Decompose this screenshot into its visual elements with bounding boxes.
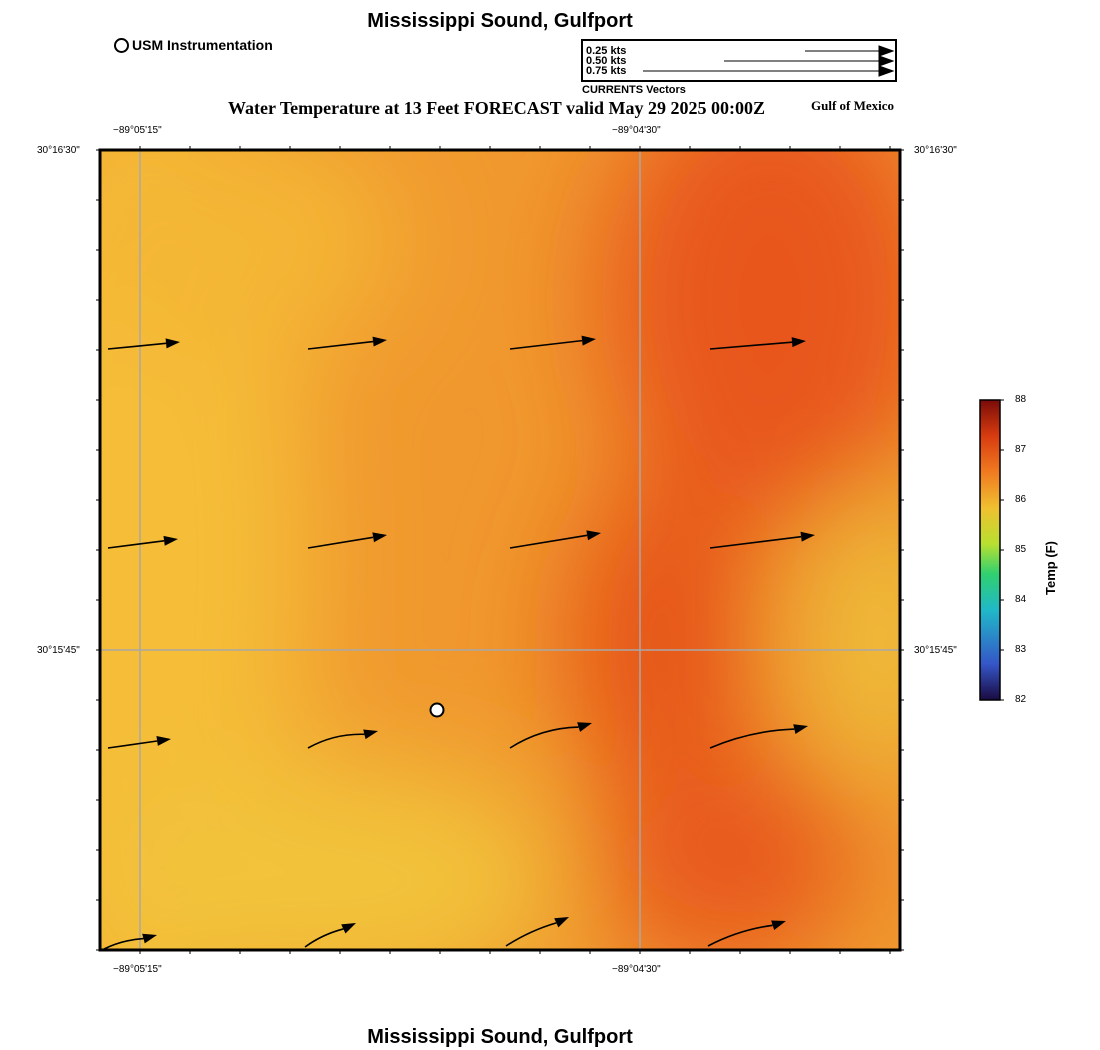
current-vector-shaft-6 (307, 536, 374, 549)
current-vector-shaft-14 (304, 928, 344, 948)
current-vector-head-4 (791, 337, 806, 348)
current-vector-head-6 (372, 532, 387, 543)
map-grid (100, 150, 900, 950)
x-tick-top-2: −89°04'30" (612, 125, 661, 136)
vector-scale-box: 0.25 kts 0.50 kts 0.75 kts (581, 39, 897, 82)
usm-station-icon[interactable] (429, 702, 445, 718)
current-vector-shaft-10 (307, 733, 365, 749)
current-vector-shaft-15 (505, 922, 557, 947)
map-ticks (96, 146, 904, 954)
vector-scale-arrowhead-3 (878, 65, 895, 77)
y-tick-right-2: 30°15'45" (914, 645, 957, 656)
vector-scale-label-3: 0.75 kts (586, 65, 627, 77)
current-vector-shaft-13 (103, 937, 144, 950)
current-vector-head-3 (581, 335, 596, 346)
current-vector-head-14 (341, 923, 356, 934)
current-vector-head-10 (363, 729, 378, 740)
current-vector-head-5 (163, 535, 178, 546)
current-vector-shaft-7 (509, 534, 588, 549)
current-vector-head-11 (577, 722, 592, 732)
current-vector-shaft-4 (709, 341, 793, 350)
colorbar-tick-83: 83 (1015, 644, 1027, 655)
vector-scale-label-2: 0.50 kts (586, 55, 627, 67)
region-label: Gulf of Mexico (811, 98, 895, 113)
current-vector-head-9 (156, 736, 171, 746)
vector-scale-label-1: 0.25 kts (586, 45, 627, 57)
current-vector-head-8 (800, 531, 815, 542)
colorbar-tick-82: 82 (1015, 694, 1027, 705)
current-vector-head-15 (554, 917, 569, 928)
x-tick-top-1: −89°05'15" (113, 125, 162, 136)
vector-caption: CURRENTS Vectors (582, 84, 686, 96)
colorbar (979, 399, 1004, 701)
y-tick-left-2: 30°15'45" (37, 645, 80, 656)
vector-scale-arrowhead-1 (878, 45, 895, 57)
usm-station-icon (114, 37, 129, 53)
current-vector-shaft-11 (509, 726, 579, 749)
current-vector-shaft-2 (307, 340, 374, 350)
colorbar-tick-87: 87 (1015, 444, 1027, 455)
colorbar-tick-88: 88 (1015, 394, 1027, 405)
current-vector-shaft-12 (709, 728, 795, 749)
current-vector-head-16 (771, 920, 786, 931)
colorbar-tick-86: 86 (1015, 494, 1027, 505)
colorbar-gradient (979, 399, 1001, 701)
x-tick-bottom-1: −89°05'15" (113, 964, 162, 975)
current-vector-head-1 (165, 338, 180, 349)
current-vector-shaft-3 (509, 339, 583, 350)
usm-legend: USM Instrumentation (114, 37, 273, 53)
map-title: Mississippi Sound, Gulfport (367, 10, 633, 32)
temperature-field (100, 150, 900, 950)
current-vector-head-2 (372, 336, 387, 347)
colorbar-title: Temp (F) (1043, 541, 1058, 595)
y-tick-right-1: 30°16'30" (914, 145, 957, 156)
map-subtitle: Water Temperature at 13 Feet FORECAST va… (228, 98, 765, 118)
current-vectors (103, 335, 815, 950)
current-vector-shaft-8 (709, 535, 802, 549)
current-vector-shaft-9 (107, 740, 158, 749)
current-vector-head-13 (142, 933, 157, 944)
current-vector-head-12 (793, 724, 808, 734)
current-vector-head-7 (586, 530, 601, 541)
usm-legend-label: USM Instrumentation (132, 37, 273, 53)
current-vector-shaft-16 (707, 924, 773, 947)
colorbar-tick-84: 84 (1015, 594, 1027, 605)
x-tick-bottom-2: −89°04'30" (612, 964, 661, 975)
footer-title: Mississippi Sound, Gulfport (367, 1026, 633, 1048)
colorbar-tick-85: 85 (1015, 544, 1027, 555)
vector-scale-arrows (643, 45, 895, 77)
vector-scale-arrowhead-2 (878, 55, 895, 67)
current-vector-shaft-5 (107, 539, 165, 549)
y-tick-left-1: 30°16'30" (37, 145, 80, 156)
current-vector-shaft-1 (107, 342, 167, 350)
